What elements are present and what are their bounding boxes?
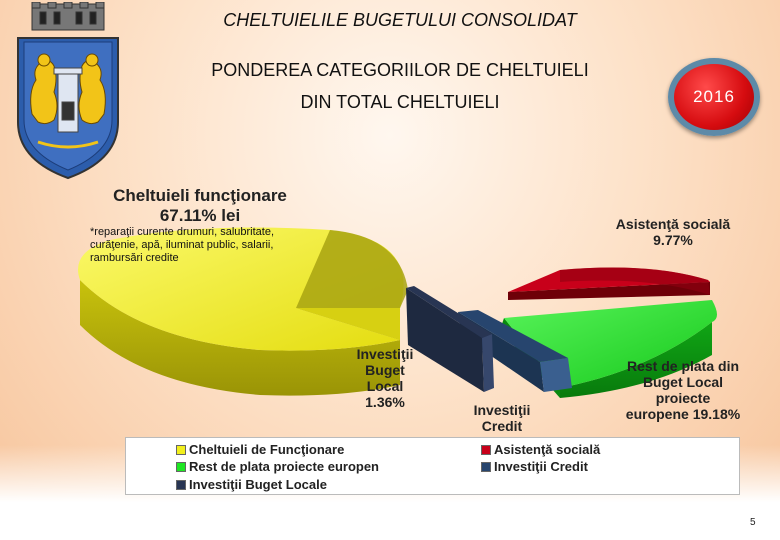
label-bl-line2: Buget Local: [365, 362, 405, 394]
legend-label: Rest de plata proiecte europen: [189, 459, 379, 474]
label-bl-line3: 1.36%: [365, 394, 405, 410]
legend-swatch: [481, 444, 491, 455]
year-badge: 2016: [668, 58, 760, 136]
page-number: 5: [750, 517, 756, 528]
label-functionare: Cheltuieli funcţionare 67.11% lei: [95, 186, 305, 226]
title-line-2: PONDEREA CATEGORIILOR DE CHELTUIELI: [211, 60, 589, 80]
legend-swatch: [176, 479, 186, 490]
legend-swatch: [481, 461, 491, 472]
slice-investitii-buget-local: [406, 286, 494, 392]
legend-swatch: [176, 461, 186, 472]
label-asistenta: Asistenţă socială 9.77%: [598, 216, 748, 248]
label-rest-de-plata: Rest de plata din Buget Local proiecte e…: [608, 358, 758, 422]
label-rest-line3: proiecte: [655, 390, 711, 406]
legend-item-credit: Investiţii Credit: [481, 459, 588, 474]
legend-label: Cheltuieli de Funcţionare: [189, 442, 345, 457]
legend-label: Investiţii Credit: [494, 459, 588, 474]
chart-legend: Cheltuieli de Funcţionare Asistenţă soci…: [125, 437, 740, 495]
legend-item-buget-local: Investiţii Buget Locale: [176, 477, 327, 492]
label-rest-line2: Buget Local: [642, 374, 724, 390]
label-investitii-buget-local: Investiţii Buget Local 1.36%: [345, 346, 425, 410]
label-rest-line4: europene 19.18%: [625, 406, 741, 422]
title-line-3: DIN TOTAL CHELTUIELI: [300, 92, 500, 112]
coat-of-arms-icon: [17, 2, 119, 180]
label-cr-line1: Investiţii: [473, 402, 531, 418]
functionare-note: *reparaţii curente drumuri, salubritate,…: [90, 226, 275, 264]
label-functionare-line2: 67.11% lei: [159, 206, 241, 225]
legend-item-rest-de-plata: Rest de plata proiecte europen: [176, 459, 379, 474]
legend-item-functionare: Cheltuieli de Funcţionare: [176, 442, 344, 457]
legend-label: Asistenţă socială: [494, 442, 601, 457]
title-line-1: CHELTUIELILE BUGETULUI CONSOLIDAT: [223, 10, 577, 30]
legend-item-asistenta: Asistenţă socială: [481, 442, 600, 457]
slice-asistenta-sociala: [508, 267, 710, 300]
label-asistenta-line2: 9.77%: [653, 232, 693, 248]
legend-label: Investiţii Buget Locale: [189, 477, 327, 492]
slice-functionare: [78, 227, 408, 396]
legend-swatch: [176, 444, 186, 455]
label-rest-line1: Rest de plata din: [626, 358, 740, 374]
label-bl-line1: Investiţii: [356, 346, 414, 362]
label-asistenta-line1: Asistenţă socială: [615, 216, 731, 232]
label-functionare-line1: Cheltuieli funcţionare: [113, 186, 287, 205]
